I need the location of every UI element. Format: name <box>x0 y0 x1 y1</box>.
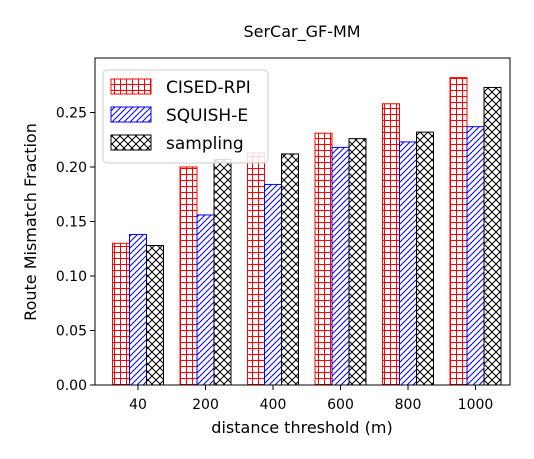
x-tick-label: 600 <box>327 397 354 413</box>
y-tick-label: 0.10 <box>56 269 87 285</box>
bar-sampling-200 <box>213 158 232 386</box>
bar-squish-e-800 <box>399 141 417 386</box>
bar-sampling-1000 <box>483 86 502 386</box>
y-tick-label: 0.05 <box>56 324 87 340</box>
y-tick-label: 0.15 <box>56 215 87 231</box>
bar-sampling-600 <box>348 138 367 386</box>
y-tick-label: 0.25 <box>56 106 87 122</box>
legend-label: SQUISH-E <box>166 106 248 126</box>
bar-cised-rpi-400 <box>247 152 265 386</box>
x-tick-label: 400 <box>260 397 287 413</box>
legend: CISED-RPI SQUISH-E sampling <box>102 69 269 164</box>
bar-sampling-400 <box>281 153 299 386</box>
y-tick-label: 0.00 <box>56 378 87 394</box>
bar-cised-rpi-40 <box>112 242 130 386</box>
y-axis-label: Route Mismatch Fraction <box>21 123 40 321</box>
bar-squish-e-40 <box>129 234 147 386</box>
x-tick-label: 1000 <box>458 397 494 413</box>
x-tick-label: 40 <box>129 397 147 413</box>
x-tick-label: 200 <box>192 397 219 413</box>
chart-title: SerCar_GF-MM <box>243 22 360 42</box>
y-axis-ticks: 0.00 0.05 0.10 0.15 0.20 0.25 <box>56 106 95 394</box>
bar-squish-e-1000 <box>466 126 485 386</box>
legend-swatch-cised-rpi <box>110 78 152 95</box>
bar-cised-rpi-1000 <box>449 77 468 386</box>
bar-squish-e-400 <box>264 183 282 386</box>
x-axis-label: distance threshold (m) <box>211 418 392 437</box>
bar-squish-e-600 <box>331 146 350 386</box>
y-tick-label: 0.20 <box>56 160 87 176</box>
bar-sampling-800 <box>416 131 434 386</box>
bar-cised-rpi-200 <box>179 166 198 386</box>
legend-swatch-squish-e <box>110 106 152 123</box>
bar-cised-rpi-800 <box>382 103 400 386</box>
x-tick-label: 800 <box>395 397 422 413</box>
bar-cised-rpi-600 <box>314 132 333 386</box>
x-axis-ticks: 40 200 400 600 800 1000 <box>129 385 493 413</box>
bar-squish-e-200 <box>196 214 215 386</box>
bar-sampling-40 <box>146 244 164 386</box>
plot-frame <box>94 57 511 386</box>
legend-swatch-sampling <box>110 134 152 151</box>
legend-label: CISED-RPI <box>166 78 251 98</box>
legend-label: sampling <box>166 134 244 154</box>
